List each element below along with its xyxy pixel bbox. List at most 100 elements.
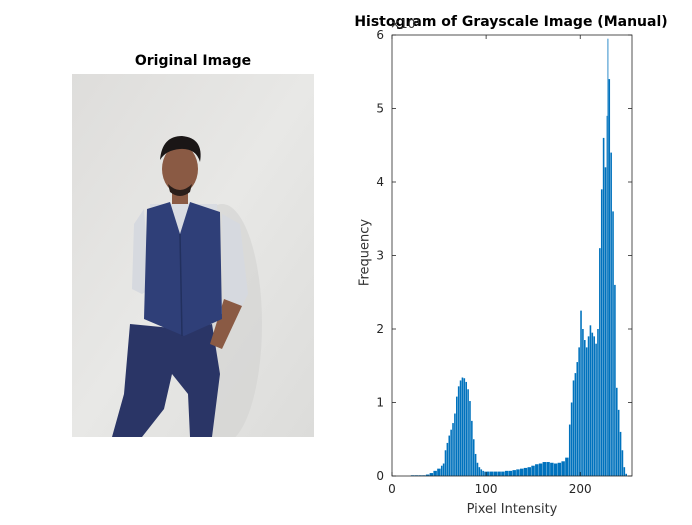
x-axis-label: Pixel Intensity xyxy=(466,502,558,517)
histogram-bar xyxy=(580,310,582,476)
histogram-bar xyxy=(471,420,473,476)
histogram-bar xyxy=(523,467,528,476)
histogram-bar xyxy=(437,468,441,476)
histogram-bar xyxy=(557,462,562,476)
histogram-bar xyxy=(489,471,494,476)
y-tick-label: 2 xyxy=(376,322,384,336)
histogram-bar xyxy=(606,115,608,476)
y-exponent-label: ×10⁴ xyxy=(390,17,421,31)
histogram-bar xyxy=(465,381,467,476)
histogram-bar xyxy=(610,152,612,476)
histogram-bar xyxy=(621,450,624,476)
histogram-bar xyxy=(617,409,620,476)
histogram-bar xyxy=(604,167,607,477)
hair xyxy=(160,136,201,162)
histogram-bar xyxy=(429,473,434,476)
histogram-bar xyxy=(531,465,535,476)
histogram-bar xyxy=(469,401,471,476)
histogram-bar xyxy=(454,413,456,476)
histogram-bar xyxy=(501,471,505,476)
histogram-bar xyxy=(527,467,531,476)
histogram-bar xyxy=(585,347,588,476)
histogram-bar xyxy=(497,471,501,476)
histogram-bar xyxy=(493,471,498,476)
histogram-bar xyxy=(599,248,601,476)
histogram-bar xyxy=(442,463,445,476)
histogram-bar xyxy=(461,377,464,476)
histogram-bar xyxy=(520,468,524,476)
histogram-bar xyxy=(595,343,597,476)
histogram-bar xyxy=(444,450,447,476)
y-tick-label: 3 xyxy=(376,249,384,263)
histogram-bar xyxy=(459,380,462,476)
histogram-bar xyxy=(474,453,477,476)
histogram-bar xyxy=(504,470,509,476)
y-tick-label: 1 xyxy=(376,396,384,410)
histogram-bar xyxy=(448,435,451,476)
histogram-bar xyxy=(614,284,616,476)
histogram-bar xyxy=(467,389,469,476)
histogram-bar xyxy=(574,373,577,476)
x-tick-label: 0 xyxy=(388,482,396,496)
bars-group xyxy=(410,38,627,477)
histogram-bar xyxy=(463,378,466,476)
histogram-bar xyxy=(565,457,569,476)
face xyxy=(162,145,198,193)
histogram-bar xyxy=(535,464,539,476)
histogram-bar xyxy=(616,387,618,476)
histogram-bar xyxy=(570,402,573,476)
histogram-bar xyxy=(472,439,475,476)
histogram-bar xyxy=(508,470,513,476)
histogram-bar xyxy=(593,336,595,476)
vest xyxy=(144,202,222,336)
histogram-bar xyxy=(612,211,614,476)
histogram-bar xyxy=(602,137,605,476)
histogram-bar xyxy=(608,79,611,476)
image-title: Original Image xyxy=(134,53,252,69)
histogram-bar xyxy=(623,467,626,476)
y-axis-label: Frequency xyxy=(357,218,373,287)
histogram-bar xyxy=(452,423,454,476)
histogram-bar xyxy=(480,469,483,476)
histogram-bar xyxy=(587,336,590,476)
histogram-bar xyxy=(457,386,460,476)
axes-group: 0 100 200 0 1 2 3 4 5 6 xyxy=(376,28,633,496)
histogram-bar xyxy=(584,340,586,476)
histogram-bar xyxy=(591,332,594,476)
original-image xyxy=(72,74,314,437)
histogram-bar xyxy=(476,462,479,476)
histogram-bar xyxy=(600,189,603,476)
y-tick-label: 5 xyxy=(376,102,384,116)
histogram-bar xyxy=(589,325,592,476)
histogram-bar xyxy=(578,347,580,476)
histogram-bar xyxy=(576,362,579,476)
histogram-bar xyxy=(561,461,565,476)
x-tick-label: 200 xyxy=(569,482,592,496)
histogram-bar xyxy=(440,465,443,476)
histogram-bar xyxy=(625,473,627,476)
histogram-bar xyxy=(546,462,550,476)
portrait-photo xyxy=(72,74,314,437)
histogram-bar xyxy=(516,469,520,476)
histogram-bar xyxy=(607,38,609,477)
histogram-bar xyxy=(450,429,452,476)
histogram-bar xyxy=(550,462,554,476)
histogram-bar xyxy=(446,442,449,476)
histogram-bar xyxy=(433,470,437,476)
y-tick-label: 4 xyxy=(376,175,384,189)
histogram-bar xyxy=(486,471,490,476)
histogram-bar xyxy=(456,396,458,476)
histogram-bar xyxy=(572,380,575,476)
histogram-bar xyxy=(512,470,516,476)
histogram-bar xyxy=(484,471,486,476)
histogram-bar xyxy=(478,467,481,476)
trousers xyxy=(112,324,220,437)
histogram-bar xyxy=(542,462,547,476)
histogram-bar xyxy=(582,329,584,476)
histogram-bar xyxy=(568,424,571,476)
y-tick-label: 6 xyxy=(376,28,384,42)
histogram-bar xyxy=(597,329,599,476)
histogram-bar xyxy=(553,463,558,476)
